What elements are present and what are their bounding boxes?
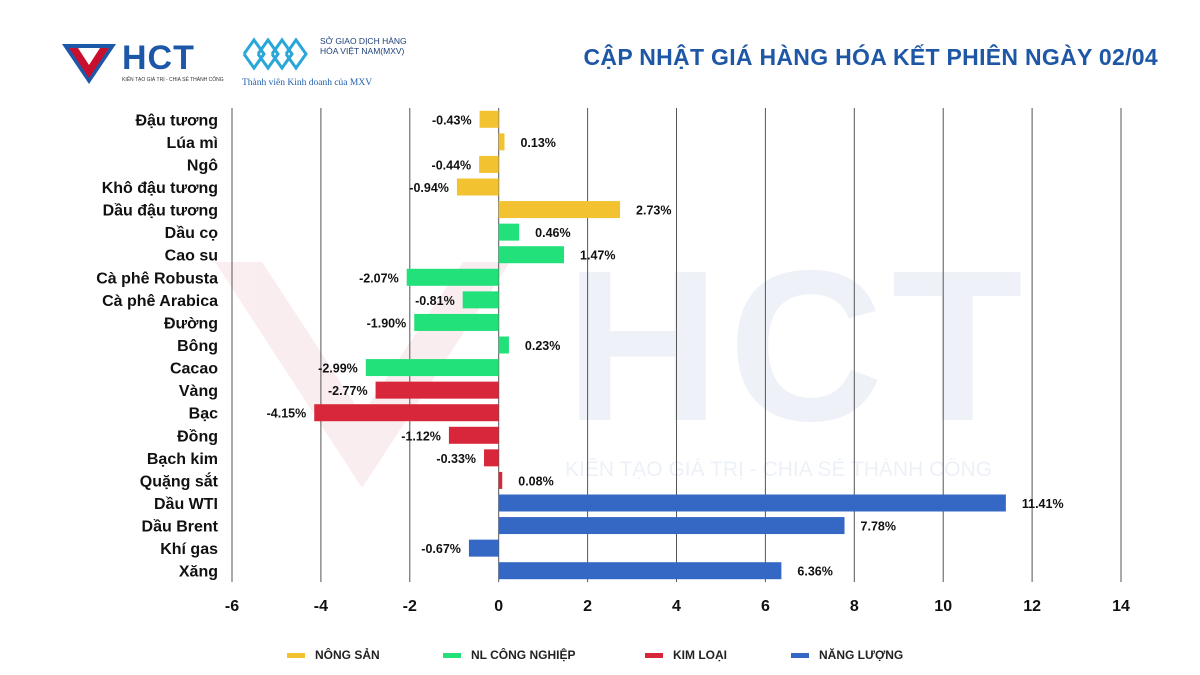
category-label: Cacao	[170, 361, 218, 378]
legend-item-nong-san: NÔNG SẢN	[287, 648, 380, 662]
bar	[498, 517, 845, 535]
page-title: CẬP NHẬT GIÁ HÀNG HÓA KẾT PHIÊN NGÀY 02/…	[583, 44, 1158, 70]
mxv-logo-icon	[242, 37, 308, 71]
data-label: -2.77%	[328, 384, 368, 398]
chart-legend: NÔNG SẢN NL CÔNG NGHIỆP KIM LOẠI NĂNG LƯ…	[0, 640, 1200, 670]
data-label: 2.73%	[636, 204, 671, 218]
category-label: Xăng	[179, 564, 218, 581]
bar	[498, 494, 1006, 512]
x-tick-label: 6	[761, 598, 770, 615]
bar	[456, 178, 499, 196]
bar-chart: Đậu tương -0.43% Lúa mì 0.13% Ngô -0.44% Khô đ…	[96, 108, 1130, 615]
data-label: -0.81%	[415, 294, 455, 308]
category-label: Cao su	[165, 248, 218, 265]
data-label: -2.99%	[318, 362, 358, 376]
legend-label: NĂNG LƯỢNG	[819, 648, 904, 662]
category-label: Quặng sắt	[140, 471, 219, 490]
hct-logo: HCT KIẾN TẠO GIÁ TRỊ - CHIA SẺ THÀNH CÔN…	[60, 36, 225, 88]
data-label: 0.08%	[518, 474, 553, 488]
data-label: -0.94%	[409, 181, 449, 195]
bar	[375, 381, 499, 399]
x-tick-label: -4	[314, 598, 328, 615]
category-label: Đồng	[177, 428, 218, 445]
category-label: Cà phê Robusta	[96, 270, 218, 287]
data-label: -4.15%	[267, 407, 307, 421]
x-tick-label: -6	[225, 598, 239, 615]
legend-swatch	[645, 652, 663, 658]
x-tick-label: 10	[934, 598, 952, 615]
category-label: Dầu đậu tương	[103, 203, 218, 220]
bar	[365, 359, 499, 377]
x-tick-label: 12	[1023, 598, 1041, 615]
bar	[314, 404, 499, 422]
bar	[479, 110, 499, 128]
bar	[414, 313, 499, 331]
x-tick-label: 4	[672, 598, 681, 615]
legend-item-nang-luong: NĂNG LƯỢNG	[791, 648, 903, 662]
category-label: Lúa mì	[166, 135, 218, 152]
mxv-member-text: Thành viên Kinh doanh của MXV	[242, 78, 373, 88]
category-label: Vàng	[179, 383, 218, 400]
mxv-name: SỞ GIAO DỊCH HÀNG HÓA VIỆT NAM(MXV)	[320, 36, 407, 56]
hct-logo-text: HCT	[122, 39, 195, 77]
category-label: Cà phê Arabica	[102, 293, 218, 310]
category-label: Bông	[177, 338, 218, 355]
data-label: 7.78%	[861, 520, 896, 534]
data-label: -0.44%	[432, 158, 472, 172]
bar	[498, 471, 503, 489]
bar	[498, 246, 565, 264]
category-label: Bạc	[189, 406, 218, 423]
data-label: 1.47%	[580, 249, 615, 263]
legend-label: NL CÔNG NGHIỆP	[471, 648, 576, 662]
legend-swatch	[287, 652, 305, 658]
x-tick-label: -2	[403, 598, 417, 615]
bar	[406, 268, 499, 286]
data-label: -1.12%	[401, 429, 441, 443]
data-label: 6.36%	[797, 565, 832, 579]
bar	[468, 539, 499, 557]
data-label: -0.43%	[432, 113, 472, 127]
legend-swatch	[443, 652, 461, 658]
data-label: -2.07%	[359, 271, 399, 285]
data-label: 0.46%	[535, 226, 570, 240]
hct-slogan: KIẾN TẠO GIÁ TRỊ - CHIA SẺ THÀNH CÔNG	[122, 77, 224, 83]
legend-item-kim-loai: KIM LOẠI	[645, 648, 727, 662]
category-label: Dầu WTI	[154, 496, 218, 513]
legend-label: KIM LOẠI	[673, 648, 727, 662]
data-label: -0.67%	[421, 542, 461, 556]
data-label: -0.33%	[436, 452, 476, 466]
bar	[498, 562, 782, 580]
category-label: Ngô	[187, 157, 218, 174]
data-label: 0.13%	[520, 136, 555, 150]
category-label: Dầu cọ	[165, 225, 219, 242]
bar	[462, 291, 499, 309]
category-label: Khí gas	[160, 541, 218, 558]
data-label: 11.41%	[1022, 497, 1064, 511]
x-tick-label: 0	[494, 598, 503, 615]
category-label: Bạch kim	[147, 451, 218, 468]
category-label: Dầu Brent	[142, 519, 219, 536]
data-label: 0.23%	[525, 339, 560, 353]
bar	[498, 201, 621, 219]
bar	[498, 223, 520, 241]
legend-swatch	[791, 652, 809, 658]
category-label: Đậu tương	[135, 112, 218, 129]
category-label: Đường	[164, 315, 218, 332]
diamond-logo-icon	[62, 44, 116, 84]
bar	[498, 133, 505, 151]
category-label: Khô đậu tương	[102, 180, 218, 197]
header: HCT KIẾN TẠO GIÁ TRỊ - CHIA SẺ THÀNH CÔN…	[0, 0, 1200, 100]
bar	[498, 336, 509, 354]
bar	[479, 155, 499, 173]
bar	[484, 449, 499, 467]
legend-item-nl-cong-nghiep: NL CÔNG NGHIỆP	[443, 648, 575, 662]
x-tick-label: 2	[583, 598, 592, 615]
x-tick-label: 8	[850, 598, 859, 615]
data-label: -1.90%	[367, 316, 407, 330]
mxv-logo: SỞ GIAO DỊCH HÀNG HÓA VIỆT NAM(MXV) Thàn…	[240, 34, 410, 92]
legend-label: NÔNG SẢN	[315, 648, 380, 662]
x-tick-label: 14	[1112, 598, 1130, 615]
bar	[448, 426, 499, 444]
